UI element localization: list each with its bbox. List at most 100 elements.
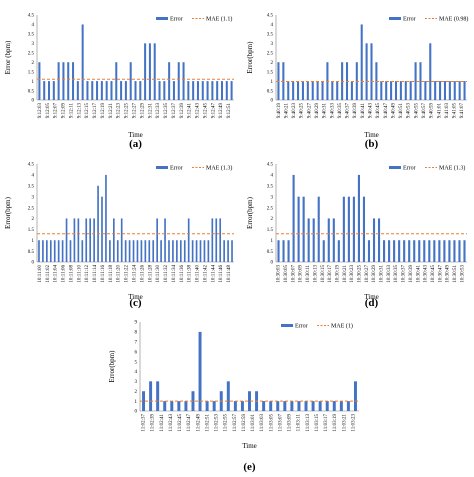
panel-4-x-tick-label: 10:30:09 <box>299 265 304 283</box>
panel-3-error-bar <box>176 240 178 262</box>
panel-3-y-tick-label: 3 <box>32 195 35 200</box>
panel-5-y-tick-label: 5 <box>135 360 138 365</box>
panel-2-error-bar <box>394 81 398 100</box>
panel-2-y-tick-label: 2.5 <box>267 51 274 56</box>
panel-1-x-tick-label: 9:12:13 <box>77 103 82 119</box>
panel-1-x-tick-label: 9:12:07 <box>54 103 59 119</box>
panel-2-error-bar <box>370 43 373 100</box>
panel-3-error-bar <box>109 240 111 262</box>
panel-3-error-bar <box>152 240 155 262</box>
panel-1-y-tick-label: 1 <box>32 80 35 85</box>
panel-5-legend-error-swatch <box>281 324 293 327</box>
panel-1-x-tick-label: 9:12:17 <box>93 103 98 119</box>
panel-3-y-tick-label: 0.5 <box>28 250 35 255</box>
panel-2-x-tick-label: 9:40:35 <box>338 103 343 119</box>
panel-3-x-tick-label: 10:11:44 <box>211 265 216 283</box>
panel-3-error-bar <box>77 218 80 262</box>
panel-5-y-tick-label: 1 <box>135 400 138 405</box>
panel-2-error-bar <box>350 81 353 100</box>
panel-3-error-bar <box>93 218 95 262</box>
panel-3-x-tick-label: 10:11:12 <box>85 265 90 283</box>
panel-1-caption: (a) <box>129 138 142 150</box>
panel-4-y-tick-label: 2 <box>271 217 274 222</box>
panel-4-x-tick-label: 10:30:39 <box>409 265 414 283</box>
panel-4-error-bar <box>377 218 381 262</box>
panel-5-error-bar <box>233 401 237 411</box>
panel-1-error-bar <box>192 81 195 100</box>
panel-3-x-tick-label: 10:11:36 <box>180 265 185 283</box>
panel-3-x-tick-label: 10:11:46 <box>219 265 224 283</box>
panel-4-error-bar <box>372 218 376 262</box>
panel-4-error-bar <box>277 240 280 262</box>
panel-3-error-bar <box>179 240 182 262</box>
panel-1-error-bar <box>172 81 175 100</box>
panel-4-error-bar <box>297 196 300 262</box>
panel-1-error-bar <box>38 62 41 100</box>
panel-4-error-bar <box>403 240 406 262</box>
panel-5-x-tick-label: 11:03:09 <box>288 414 293 432</box>
panel-4-x-tick-label: 10:30:43 <box>424 265 429 283</box>
panel-3-error-bar <box>207 240 210 262</box>
panel-4-x-tick-label: 10:30:35 <box>394 265 399 283</box>
panel-1-legend-error-label: Error <box>170 17 183 23</box>
panel-3-error-bar <box>160 240 162 262</box>
panel-4-error-bar <box>312 218 315 262</box>
panel-2-x-tick-label: 9:40:33 <box>330 103 335 119</box>
panel-3-error-bar <box>42 240 44 262</box>
panel-5-x-tick-label: 11:02:39 <box>151 414 156 432</box>
panel-5-error-bar <box>205 401 209 411</box>
panel-1-error-bar <box>120 81 123 100</box>
panel-4-error-bar <box>428 240 431 262</box>
panel-2-error-bar <box>287 81 290 100</box>
panel-5-error-bar <box>248 391 251 411</box>
panel-1-error-bar <box>129 62 132 100</box>
panel-4-error-bar <box>423 240 426 262</box>
panel-4-error-bar <box>332 218 335 262</box>
panel-2-error-bar <box>336 81 339 100</box>
panel-3-y-tick-label: 2.5 <box>28 206 35 211</box>
panel-1-error-bar <box>110 81 113 100</box>
panel-3-error-bar <box>132 240 135 262</box>
panel-1-error-bar <box>100 81 103 100</box>
panel-5-y-tick-label: 9 <box>135 321 138 326</box>
panel-5-y-tick-label: 0 <box>135 410 138 415</box>
panel-3-y-tick-label: 0 <box>32 261 35 266</box>
panel-5-error-bar <box>304 401 308 411</box>
panel-2-x-tick-label: 9:41:03 <box>445 103 450 119</box>
panel-1-x-tick-label: 9:12:15 <box>85 103 90 119</box>
panel-3-error-bar <box>156 218 158 262</box>
panel-2-x-tick-label: 9:40:29 <box>315 103 320 119</box>
panel-4-y-tick-label: 3.5 <box>267 184 274 189</box>
panel-5-x-tick-label: 11:03:05 <box>269 414 274 432</box>
panel-3-error-bar <box>53 240 56 262</box>
panel-1-x-tick-label: 9:12:45 <box>203 103 208 119</box>
panel-4-x-tick-label: 10:30:41 <box>416 265 421 283</box>
panel-3-error-bar <box>85 218 88 262</box>
panel-4-x-tick-label: 10:30:49 <box>446 265 451 283</box>
panel-1-y-tick-label: 1.5 <box>28 70 35 75</box>
panel-1-error-bar <box>139 81 142 100</box>
panel-1-error-bar <box>196 81 199 100</box>
panel-4-x-tick-label: 10:30:29 <box>372 265 377 283</box>
panel-3-error-bar <box>140 240 143 262</box>
panel-1-error-bar <box>76 81 79 100</box>
panel-4-x-tick-label: 10:30:33 <box>387 265 392 283</box>
panel-3-error-bar <box>65 218 68 262</box>
panel-5-x-tick-label: 11:03:15 <box>315 414 320 432</box>
panel-5-x-tick-label: 11:02:45 <box>178 414 183 432</box>
panel-2-x-tick-label: 9:40:27 <box>307 103 312 119</box>
panel-4-caption: (d) <box>365 297 379 309</box>
panel-5-y-tick-label: 6 <box>135 350 138 355</box>
panel-3-error-bar <box>69 240 72 262</box>
panel-4-x-tick-label: 10:30:51 <box>453 265 458 283</box>
panel-1-error-bar <box>124 81 127 100</box>
panel-2-caption: (b) <box>365 138 379 150</box>
panel-2-y-tick-label: 0 <box>271 99 274 104</box>
panel-3-x-tick-label: 10:11:16 <box>101 265 106 283</box>
panel-2-x-tick-label: 9:40:49 <box>391 103 396 119</box>
panel-5-error-bar <box>269 401 273 411</box>
panel-1-x-tick-label: 9:12:47 <box>211 103 216 119</box>
panel-5-x-tick-label: 11:03:07 <box>278 414 283 432</box>
panel-4-y-tick-label: 1.5 <box>267 228 274 233</box>
panel-5-y-tick-label: 4 <box>135 370 138 375</box>
